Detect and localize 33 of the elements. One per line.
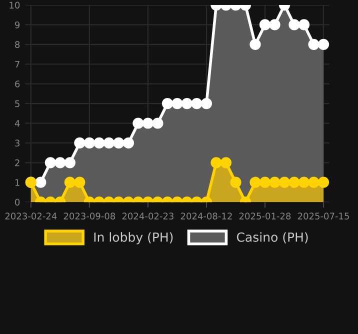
y-tick-label: 8 — [15, 41, 20, 48]
point — [74, 137, 86, 149]
legend-label: In lobby (PH) — [94, 232, 173, 244]
point — [181, 98, 193, 110]
point — [113, 137, 124, 149]
y-tick-label: 7 — [15, 60, 20, 68]
point — [152, 118, 164, 129]
x-tick-label: 2025-01-28 — [239, 212, 291, 220]
y-tick-label: 0 — [15, 198, 20, 206]
x-tick-label: 2024-02-23 — [122, 212, 174, 220]
legend-label: Casino (PH) — [236, 232, 308, 244]
x-tick-label: 2025-07-15 — [298, 212, 349, 220]
y-tick-label: 5 — [15, 100, 20, 108]
y-tick-label: 1 — [15, 179, 20, 186]
point — [172, 98, 183, 110]
y-tick-label: 9 — [15, 21, 20, 28]
x-tick-label: 2023-02-24 — [5, 212, 57, 220]
x-tick-label: 2023-09-08 — [64, 212, 116, 220]
x-tick-label: 2024-08-12 — [180, 212, 232, 220]
y-tick-label: 10 — [10, 2, 20, 9]
point — [142, 118, 154, 129]
point — [200, 98, 212, 110]
point — [84, 137, 95, 149]
y-tick-label: 3 — [15, 140, 20, 147]
point — [162, 98, 174, 110]
point — [103, 137, 114, 149]
point — [94, 137, 105, 149]
point — [191, 98, 202, 110]
point — [122, 137, 134, 149]
y-tick-label: 6 — [15, 80, 20, 88]
y-tick-label: 4 — [14, 120, 20, 127]
point — [132, 118, 144, 129]
y-tick-label: 2 — [15, 159, 20, 166]
